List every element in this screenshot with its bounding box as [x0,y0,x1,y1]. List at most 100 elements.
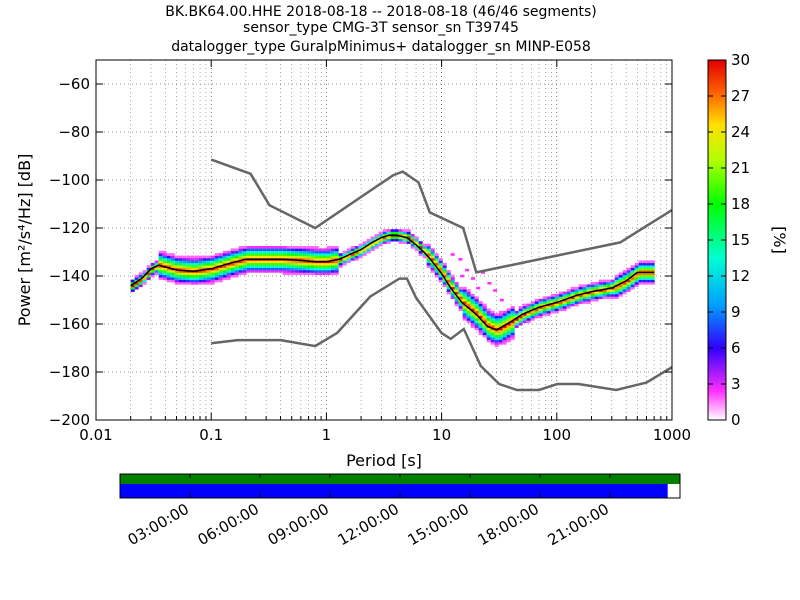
heatmap-cell [170,270,175,273]
heatmap-cell [486,308,491,312]
heatmap-cell [458,286,463,290]
heatmap-cell [294,267,299,271]
heatmap-cell [302,265,307,268]
heatmap-cell [386,241,391,244]
heatmap-cell [190,279,195,283]
heatmap-cell [518,315,523,319]
heatmap-cell [634,265,639,268]
heatmap-cell [494,342,499,345]
heatmap-cell [222,260,227,264]
heatmap-cell [314,262,319,266]
heatmap-cell [426,265,431,268]
heatmap-cell [230,274,235,278]
heatmap-cell [486,318,491,321]
heatmap-cell [290,248,295,252]
heatmap-cell [262,253,267,256]
heatmap-cell [394,236,399,240]
heatmap-cell [502,325,507,328]
heatmap-cell [538,298,543,302]
heatmap-cell [506,315,511,319]
heatmap-cell [350,248,355,252]
heatmap-cell [330,262,335,266]
heatmap-cell [530,303,535,307]
heatmap-cell [598,279,603,283]
heatmap-cell [462,313,467,316]
heatmap-cell [534,313,539,316]
heatmap-cell [470,294,475,297]
heatmap-cell [462,289,467,292]
heatmap-cell [646,262,651,266]
heatmap-cell [462,301,467,304]
heatmap-cell [638,260,643,264]
coverage-tick-label: 06:00:00 [195,500,262,549]
heatmap-cell [390,231,395,235]
heatmap-cell [634,267,639,271]
heatmap-cell [218,260,223,264]
coverage-bar-green [120,474,680,484]
heatmap-cell [278,262,283,266]
heatmap-cell [258,248,263,252]
heatmap-cell [166,277,171,280]
heatmap-cell [434,272,439,276]
heatmap-cell [362,250,367,254]
heatmap-cell [230,250,235,254]
heatmap-cell [642,262,647,266]
heatmap-cell [474,306,479,309]
heatmap-cell [202,270,207,273]
heatmap-cell [586,284,591,288]
heatmap-cell [198,267,203,271]
heatmap-cell [438,279,443,283]
heatmap-cell [558,298,563,302]
heatmap-cell [650,270,655,273]
heatmap-cell [482,325,487,328]
heatmap-cell [378,234,383,237]
heatmap-cell [570,296,575,300]
heatmap-cell [522,320,527,324]
heatmap-cell [602,279,607,283]
coverage-tick-label: 15:00:00 [405,500,472,549]
heatmap-cell [470,325,475,328]
heatmap-cell [562,294,567,297]
heatmap-cell [170,255,175,259]
heatmap-cell [466,315,471,319]
heatmap-cell [174,270,179,273]
heatmap-cell [502,315,507,319]
heatmap-cell [510,337,515,340]
heatmap-cell [258,260,263,264]
heatmap-cell [418,241,423,244]
heatmap-cell [602,291,607,295]
coverage-tick-label: 12:00:00 [335,500,402,549]
heatmap-cell [594,291,599,295]
heatmap-cell [566,291,571,295]
heatmap-cell [390,238,395,242]
heatmap-cell [250,246,255,249]
heatmap-cell [318,248,323,252]
heatmap-cell [154,260,159,264]
heatmap-cell [650,277,655,280]
heatmap-cell [618,289,623,292]
heatmap-cell [230,255,235,259]
heatmap-cell [226,270,231,273]
heatmap-cell [450,284,455,288]
heatmap-cell [438,277,443,280]
heatmap-cell [614,294,619,297]
heatmap-cell [342,258,347,261]
heatmap-cell [582,284,587,288]
heatmap-cell [402,231,407,235]
heatmap-cell [310,270,315,273]
heatmap-cell [286,253,291,256]
heatmap-cell [474,318,479,321]
heatmap-cell [398,229,403,232]
heatmap-cell [350,253,355,256]
heatmap-cell [346,260,351,264]
heatmap-cell [486,313,491,316]
heatmap-cell [186,272,191,276]
heatmap-cell [482,334,487,338]
heatmap-cell [238,246,243,249]
heatmap-cell [578,291,583,295]
heatmap-cell [178,260,183,264]
heatmap-cell [430,270,435,273]
heatmap-cell [402,229,407,232]
heatmap-cell [282,260,287,264]
heatmap-cell [250,262,255,266]
